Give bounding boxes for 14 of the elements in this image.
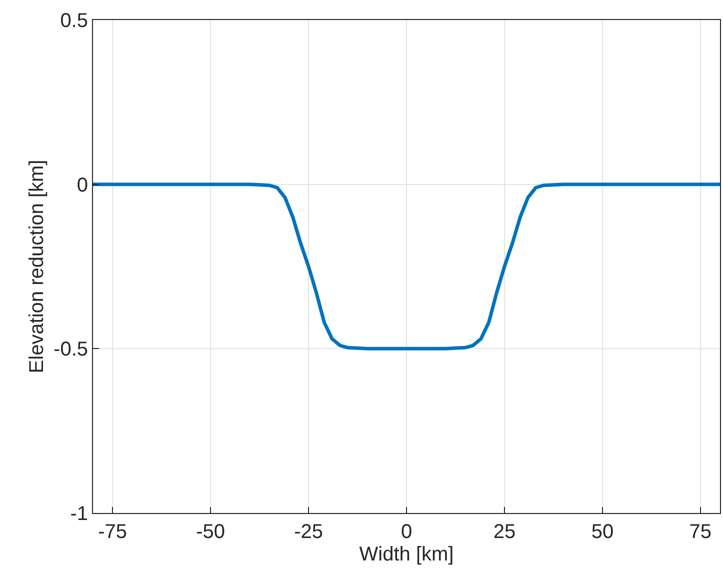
x-tick-label: 0	[400, 521, 412, 543]
x-tick-label: -25	[294, 521, 323, 543]
x-tick-label: -75	[98, 521, 128, 543]
x-axis-title: Width [km]	[359, 544, 454, 566]
line-series	[93, 182, 720, 350]
y-tick-label: -0.5	[54, 338, 88, 361]
x-tick-label: -50	[196, 521, 226, 543]
x-tick-label: 75	[689, 521, 712, 543]
x-tick-label: 25	[493, 521, 516, 543]
y-axis-title: Elevation reduction [km]	[26, 160, 48, 374]
y-tick-label: -1	[70, 503, 88, 525]
x-tick-label: 50	[591, 521, 614, 543]
y-tick-label: 0	[76, 174, 88, 196]
y-tick-label: 0.5	[60, 10, 88, 32]
